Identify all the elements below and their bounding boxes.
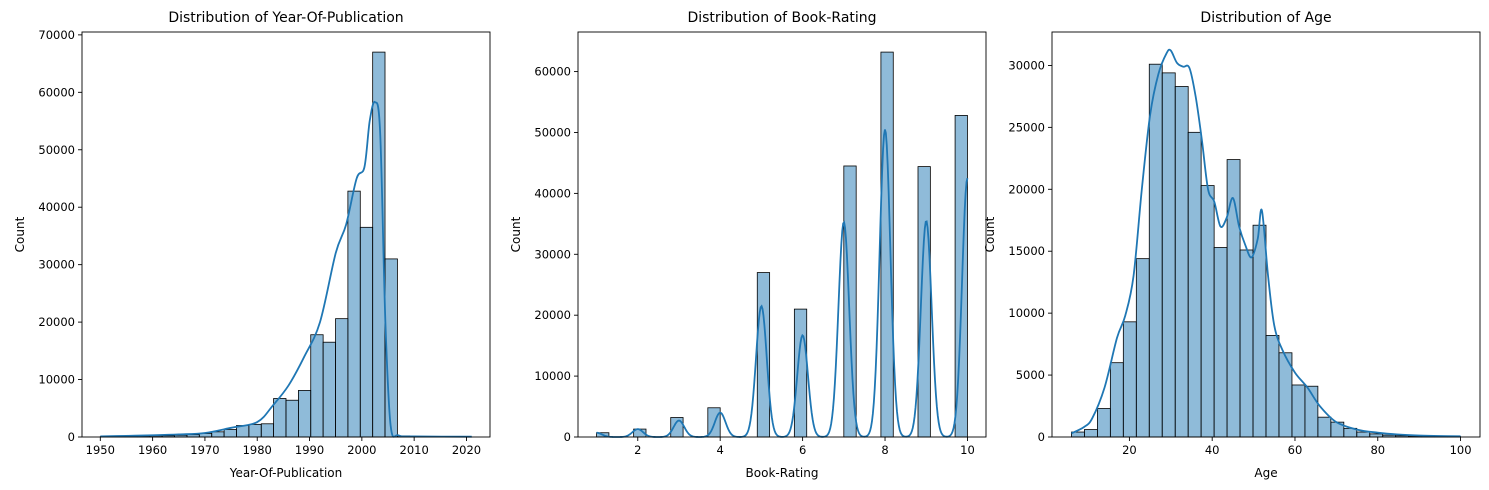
- histogram-bar: [1265, 335, 1280, 438]
- x-tick-label: 2: [634, 443, 641, 457]
- histogram-bar: [1161, 72, 1176, 438]
- y-tick-label: 20000: [1008, 182, 1045, 196]
- y-tick-label: 60000: [38, 85, 75, 99]
- histogram-bar: [1252, 224, 1267, 438]
- y-tick-label: 20000: [38, 315, 75, 329]
- y-tick-label: 0: [68, 430, 75, 444]
- histogram-bar: [1291, 384, 1306, 438]
- y-tick-label: 15000: [1008, 244, 1045, 258]
- x-axis-label: Year-Of-Publication: [229, 466, 343, 480]
- x-tick-label: 1980: [243, 443, 272, 457]
- y-axis-label: Count: [983, 216, 997, 252]
- x-tick-label: 6: [799, 443, 806, 457]
- y-tick-label: 40000: [38, 200, 75, 214]
- histogram-bar: [1109, 362, 1124, 438]
- y-tick-label: 10000: [1008, 306, 1045, 320]
- chart-title: Distribution of Age: [1200, 10, 1331, 26]
- y-tick-label: 50000: [534, 125, 571, 139]
- x-tick-label: 2010: [400, 443, 429, 457]
- histogram-bar: [223, 429, 237, 438]
- x-tick-label: 2020: [452, 443, 481, 457]
- y-axis-label: Count: [13, 216, 27, 252]
- x-tick-label: 4: [717, 443, 724, 457]
- y-tick-label: 30000: [534, 247, 571, 261]
- x-tick-label: 80: [1370, 443, 1385, 457]
- y-tick-label: 0: [1038, 430, 1045, 444]
- histogram-bar: [1317, 416, 1332, 438]
- histogram-bar: [1174, 86, 1189, 438]
- y-tick-label: 10000: [38, 373, 75, 387]
- histogram-bar: [347, 190, 361, 438]
- histogram-bar: [260, 423, 275, 438]
- histogram-bar: [1369, 433, 1384, 438]
- histogram-bar: [1356, 431, 1371, 438]
- x-tick-label: 8: [881, 443, 888, 457]
- y-tick-label: 10000: [534, 369, 571, 383]
- kde-line: [100, 101, 472, 438]
- histogram-bar: [1097, 408, 1111, 438]
- histogram-bar: [756, 272, 771, 438]
- y-tick-label: 50000: [38, 143, 75, 157]
- histogram-bar: [322, 341, 336, 438]
- x-tick-label: 100: [1450, 443, 1472, 457]
- x-axis-label: Age: [1254, 466, 1277, 480]
- histogram-bar: [285, 399, 299, 438]
- histogram-bar: [1187, 131, 1202, 438]
- x-tick-label: 2000: [347, 443, 376, 457]
- x-tick-label: 40: [1205, 443, 1220, 457]
- histogram-bars: [596, 51, 968, 438]
- x-tick-label: 1970: [190, 443, 219, 457]
- x-tick-label: 1950: [86, 443, 115, 457]
- histogram-bar: [248, 423, 262, 438]
- histogram-bar: [1122, 321, 1137, 438]
- y-tick-label: 0: [564, 430, 571, 444]
- histogram-bar: [297, 390, 312, 438]
- histogram-bar: [310, 334, 324, 438]
- chart-book-rating: 2 4 6 8 10 0 10000 20000 30000 40000 50000 60000 Dis…: [509, 10, 987, 480]
- y-axis-label: Count: [509, 216, 523, 252]
- y-tick-label: 70000: [38, 28, 75, 42]
- y-tick-label: 30000: [1008, 58, 1045, 72]
- histogram-bar: [793, 308, 808, 438]
- y-tick-label: 25000: [1008, 120, 1045, 134]
- histogram-bar: [273, 398, 287, 438]
- x-tick-label: 1990: [295, 443, 324, 457]
- histogram-bar: [1213, 247, 1228, 438]
- histogram-bar: [1135, 258, 1150, 438]
- x-tick-label: 10: [960, 443, 975, 457]
- x-axis-label: Book-Rating: [746, 466, 819, 480]
- histogram-bar: [917, 166, 931, 438]
- x-tick-label: 60: [1288, 443, 1303, 457]
- chart-year-of-publication: 1950 1960 1970 1980 1990 2000 2010 2020 0 10000 20…: [13, 10, 491, 480]
- y-tick-label: 20000: [534, 308, 571, 322]
- y-tick-label: 40000: [534, 186, 571, 200]
- chart-title: Distribution of Year-Of-Publication: [168, 10, 403, 26]
- plot-frame: [1051, 31, 1481, 438]
- histogram-bar: [1084, 429, 1098, 438]
- y-tick-label: 30000: [38, 258, 75, 272]
- y-tick-label: 60000: [534, 65, 571, 79]
- histogram-bar: [1200, 185, 1215, 438]
- histogram-bar: [359, 226, 374, 438]
- histogram-bars: [99, 51, 473, 438]
- x-tick-label: 1960: [138, 443, 167, 457]
- kde-line: [596, 129, 969, 438]
- histogram-bar: [211, 431, 225, 438]
- histogram-bar: [1148, 63, 1163, 438]
- histogram-bar: [335, 318, 349, 438]
- x-tick-label: 20: [1122, 443, 1137, 457]
- plot-frame: [81, 31, 491, 438]
- chart-title: Distribution of Book-Rating: [687, 10, 876, 26]
- y-tick-label: 5000: [1016, 368, 1045, 382]
- kde-line: [1071, 48, 1461, 438]
- chart-age: 20 40 60 80 100 0 5000 10000 15000 20000 25000 3000…: [983, 10, 1481, 480]
- plot-frame: [577, 31, 987, 438]
- histogram-bar: [1239, 249, 1254, 438]
- histogram-bar: [880, 51, 894, 438]
